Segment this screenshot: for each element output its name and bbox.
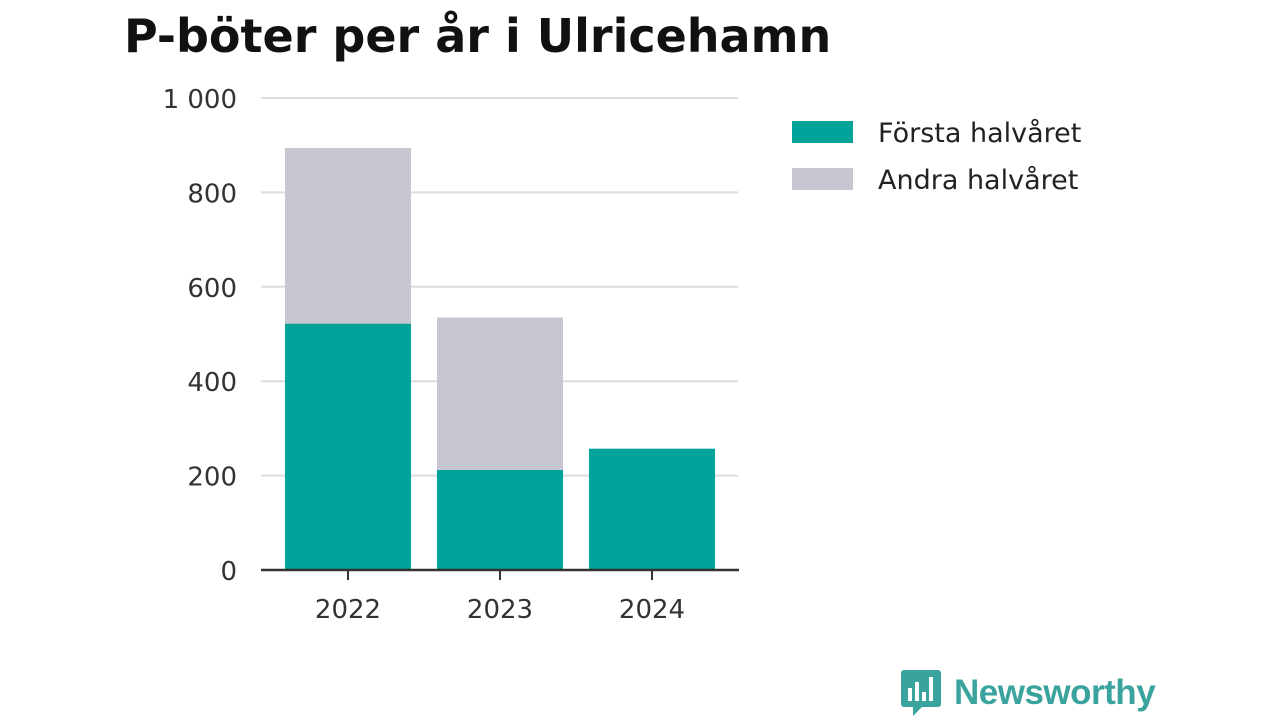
x-tick-labels: 2022 2023 2024 [315, 595, 685, 625]
bars [285, 148, 715, 570]
brand-logo: Newsworthy [900, 668, 1156, 718]
y-tick-label: 600 [187, 274, 237, 304]
brand-name: Newsworthy [954, 673, 1156, 712]
legend-swatch-2 [792, 168, 853, 190]
newsworthy-logo-icon [901, 670, 941, 716]
legend-swatch-1 [792, 121, 853, 143]
x-tick-label: 2023 [467, 595, 533, 625]
axes [261, 568, 739, 580]
bar-2023-series-1 [437, 469, 563, 570]
bar-2022-series-2 [285, 148, 411, 324]
y-tick-label: 800 [187, 179, 237, 209]
bar-2024-series-1 [589, 448, 715, 570]
y-tick-labels: 0 200 400 600 800 1 000 [163, 85, 237, 587]
legend: Första halvåret Andra halvåret [792, 118, 1081, 196]
bar-2022-series-1 [285, 323, 411, 570]
legend-label-1: Första halvåret [878, 118, 1081, 149]
x-tick-label: 2022 [315, 595, 381, 625]
x-tick-label: 2024 [619, 595, 685, 625]
y-tick-label: 400 [187, 368, 237, 398]
legend-label-2: Andra halvåret [878, 165, 1078, 196]
bar-2023-series-2 [437, 317, 563, 470]
chart-title: P-böter per år i Ulricehamn [124, 9, 832, 63]
y-tick-label: 0 [220, 557, 237, 587]
y-tick-label: 200 [187, 463, 237, 493]
y-tick-label: 1 000 [163, 85, 237, 115]
